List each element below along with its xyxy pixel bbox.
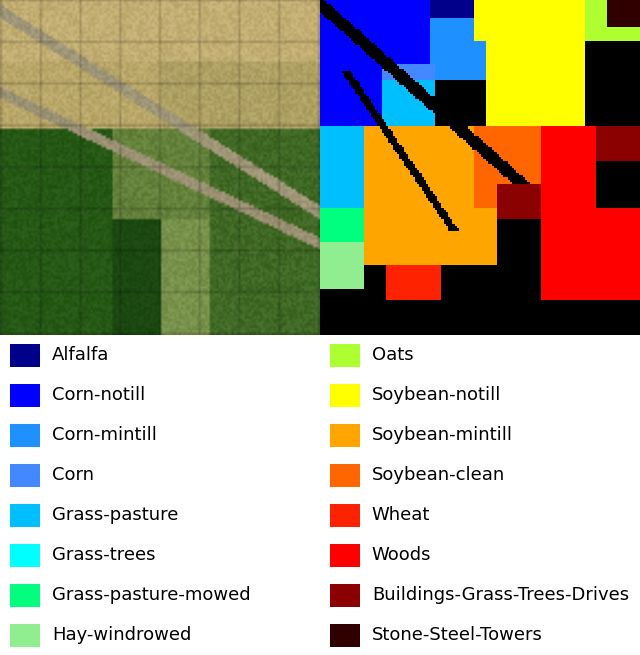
Text: Grass-trees: Grass-trees [52,546,156,564]
Text: Soybean-mintill: Soybean-mintill [372,426,513,444]
Bar [330,344,360,367]
Bar [330,624,360,646]
Bar [10,424,40,447]
Text: Hay-windrowed: Hay-windrowed [52,626,191,644]
Bar [330,464,360,487]
Bar [330,584,360,607]
Text: Corn-mintill: Corn-mintill [52,426,157,444]
Bar [10,544,40,567]
Text: Woods: Woods [372,546,431,564]
Text: Grass-pasture: Grass-pasture [52,506,178,524]
Bar [10,344,40,367]
Text: Corn-notill: Corn-notill [52,386,145,404]
Text: Soybean-notill: Soybean-notill [372,386,501,404]
Text: Soybean-clean: Soybean-clean [372,466,505,484]
Bar [10,464,40,487]
Bar [330,424,360,447]
Bar [10,504,40,527]
Text: Wheat: Wheat [372,506,430,524]
Text: Grass-pasture-mowed: Grass-pasture-mowed [52,586,250,604]
Text: Alfalfa: Alfalfa [52,346,109,364]
Bar [10,584,40,607]
Bar [330,544,360,567]
Text: Corn: Corn [52,466,94,484]
Bar [330,504,360,527]
Text: Oats: Oats [372,346,413,364]
Text: Buildings-Grass-Trees-Drives: Buildings-Grass-Trees-Drives [372,586,629,604]
Bar [10,384,40,407]
Text: Stone-Steel-Towers: Stone-Steel-Towers [372,626,543,644]
Bar [330,384,360,407]
Bar [10,624,40,646]
